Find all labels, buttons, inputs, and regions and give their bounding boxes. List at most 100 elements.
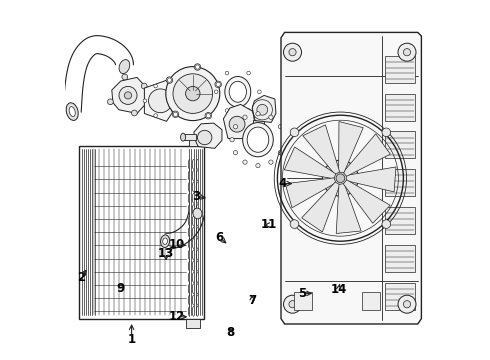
Polygon shape (307, 103, 315, 110)
Polygon shape (297, 103, 304, 110)
Circle shape (143, 99, 147, 103)
Circle shape (154, 114, 157, 117)
Ellipse shape (194, 64, 201, 70)
Circle shape (278, 125, 283, 129)
Polygon shape (386, 245, 415, 272)
Text: 14: 14 (330, 283, 347, 296)
Text: 7: 7 (248, 294, 256, 307)
Circle shape (269, 160, 273, 164)
Circle shape (216, 82, 220, 86)
Text: 9: 9 (117, 282, 125, 294)
Ellipse shape (172, 111, 179, 117)
Circle shape (284, 152, 289, 158)
Circle shape (258, 90, 261, 94)
Circle shape (225, 109, 229, 112)
Text: 1: 1 (127, 333, 136, 346)
Circle shape (119, 86, 137, 104)
Circle shape (336, 174, 345, 183)
Polygon shape (145, 80, 180, 121)
Ellipse shape (215, 81, 221, 87)
Polygon shape (79, 146, 204, 319)
Circle shape (171, 108, 175, 112)
Circle shape (256, 112, 260, 116)
Circle shape (107, 99, 113, 105)
Circle shape (290, 128, 299, 137)
Circle shape (284, 295, 301, 313)
Ellipse shape (313, 75, 334, 82)
Polygon shape (343, 134, 391, 176)
Circle shape (382, 220, 391, 228)
Polygon shape (183, 134, 196, 140)
Circle shape (382, 128, 391, 137)
Text: 8: 8 (226, 327, 235, 339)
Text: 2: 2 (77, 271, 85, 284)
Circle shape (403, 301, 411, 308)
Text: 3: 3 (193, 190, 200, 203)
Circle shape (154, 84, 157, 88)
Polygon shape (386, 94, 415, 121)
Polygon shape (386, 56, 415, 83)
Circle shape (330, 167, 351, 189)
Polygon shape (284, 108, 326, 164)
Circle shape (173, 112, 177, 116)
Circle shape (141, 83, 147, 89)
Circle shape (167, 78, 171, 82)
Text: 10: 10 (169, 238, 185, 251)
Polygon shape (112, 77, 145, 113)
Circle shape (278, 150, 283, 155)
Polygon shape (302, 182, 340, 232)
Circle shape (319, 152, 325, 158)
Ellipse shape (119, 60, 130, 73)
Circle shape (247, 109, 250, 112)
Circle shape (284, 120, 289, 125)
Ellipse shape (166, 77, 172, 84)
Polygon shape (362, 292, 380, 310)
Circle shape (196, 65, 199, 69)
Polygon shape (386, 131, 415, 158)
Text: 11: 11 (260, 219, 276, 231)
Circle shape (173, 74, 213, 113)
Circle shape (230, 138, 234, 142)
Ellipse shape (312, 67, 335, 84)
Circle shape (257, 104, 268, 115)
Circle shape (243, 115, 247, 120)
Polygon shape (386, 207, 415, 234)
Circle shape (229, 116, 245, 132)
Polygon shape (281, 32, 421, 324)
Circle shape (215, 90, 218, 94)
Ellipse shape (66, 103, 78, 121)
Ellipse shape (69, 107, 75, 117)
Polygon shape (336, 184, 361, 234)
Circle shape (284, 43, 301, 61)
Polygon shape (285, 178, 336, 208)
Ellipse shape (243, 122, 273, 157)
Circle shape (197, 130, 212, 145)
Polygon shape (189, 137, 200, 146)
Polygon shape (284, 147, 336, 179)
Polygon shape (303, 125, 340, 175)
Polygon shape (339, 122, 363, 173)
Circle shape (319, 120, 325, 125)
Circle shape (256, 163, 260, 168)
Circle shape (290, 220, 299, 228)
Text: 5: 5 (298, 287, 307, 300)
Circle shape (225, 71, 229, 75)
Ellipse shape (163, 238, 168, 244)
Circle shape (243, 160, 247, 164)
Polygon shape (194, 123, 222, 148)
Circle shape (247, 71, 250, 75)
Polygon shape (343, 180, 390, 223)
Text: 13: 13 (158, 247, 174, 260)
Circle shape (206, 113, 210, 118)
Circle shape (282, 138, 286, 142)
Ellipse shape (229, 81, 246, 102)
Circle shape (124, 92, 132, 99)
Circle shape (233, 150, 238, 155)
Circle shape (186, 86, 200, 101)
Polygon shape (253, 120, 264, 127)
Ellipse shape (225, 77, 251, 107)
Circle shape (269, 115, 273, 120)
Circle shape (233, 125, 238, 129)
Ellipse shape (193, 208, 202, 219)
Text: 4: 4 (279, 177, 287, 190)
